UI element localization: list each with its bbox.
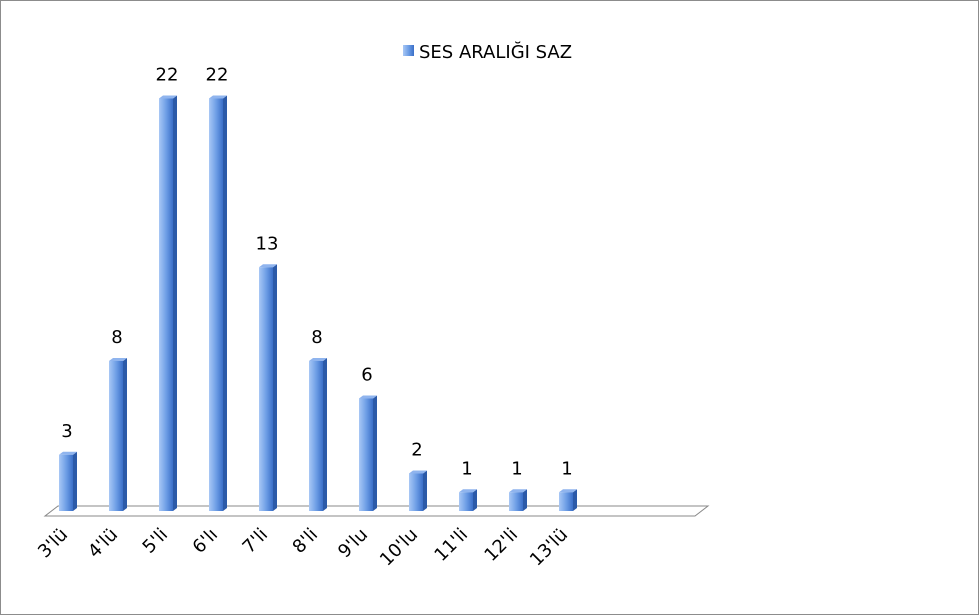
bar-top (409, 470, 427, 474)
bar-front (309, 361, 323, 511)
bar-top (309, 358, 327, 361)
bar (559, 489, 577, 511)
bar-top (259, 264, 277, 268)
data-label: 6 (361, 365, 372, 386)
bar-side (423, 470, 427, 511)
bar-side (73, 451, 77, 511)
bar (509, 489, 527, 511)
bar (409, 470, 427, 511)
bar-top (509, 489, 527, 493)
data-label: 2 (411, 440, 422, 461)
bar (459, 489, 477, 511)
data-label: 1 (561, 458, 572, 479)
bar-front (559, 492, 573, 511)
data-label: 22 (206, 65, 229, 86)
bar (109, 358, 127, 511)
bar-side (523, 489, 527, 511)
bar (159, 95, 177, 511)
bar-side (323, 358, 327, 511)
bar-side (173, 95, 177, 511)
bar-top (459, 489, 477, 493)
bar-front (59, 454, 73, 511)
bar (309, 358, 327, 511)
data-label: 8 (311, 327, 322, 348)
bar-front (359, 398, 373, 511)
data-label: 3 (61, 421, 72, 442)
bar-front (259, 267, 273, 511)
bar-side (273, 264, 277, 511)
data-label: 8 (111, 327, 122, 348)
bar-top (59, 451, 77, 455)
bar-side (223, 95, 227, 511)
bar-side (373, 395, 377, 511)
bar (209, 95, 227, 511)
bar-front (509, 492, 523, 511)
bar-front (209, 98, 223, 511)
bar (259, 264, 277, 511)
bar-front (409, 473, 423, 511)
bar (59, 451, 77, 511)
bar-side (573, 489, 577, 511)
legend-label: SES ARALIĞI SAZ (419, 41, 572, 63)
data-label: 1 (461, 458, 472, 479)
bar-top (359, 395, 377, 399)
bar (359, 395, 377, 511)
data-label: 1 (511, 458, 522, 479)
data-label: 13 (256, 233, 279, 254)
data-label: 22 (156, 65, 179, 86)
legend-swatch (403, 45, 414, 56)
bar-top (159, 95, 177, 99)
bar-top (109, 358, 127, 361)
bar-top (559, 489, 577, 493)
bar-side (473, 489, 477, 511)
bar-front (109, 361, 123, 511)
bar-side (123, 358, 127, 511)
bar-front (459, 492, 473, 511)
bar-top (209, 95, 227, 99)
bar-front (159, 98, 173, 511)
